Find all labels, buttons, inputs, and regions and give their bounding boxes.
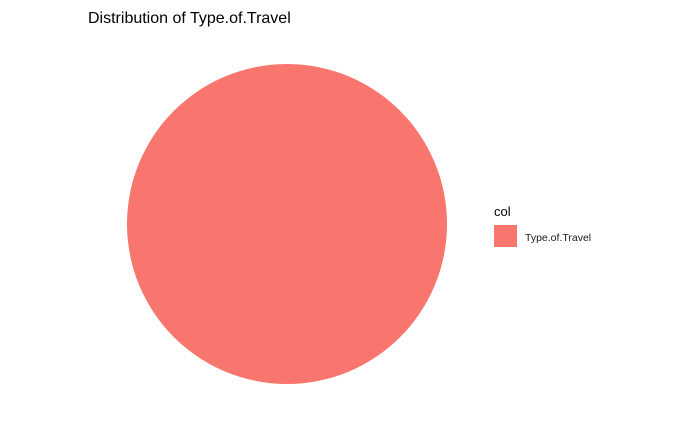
pie-slice-type-of-travel [127,64,447,384]
pie-slices [127,64,447,384]
legend-swatch [494,225,517,247]
legend-title: col [494,204,511,219]
legend: col Type.of.Travel [494,204,591,247]
chart-title: Distribution of Type.of.Travel [88,10,291,27]
legend-label: Type.of.Travel [525,232,591,244]
